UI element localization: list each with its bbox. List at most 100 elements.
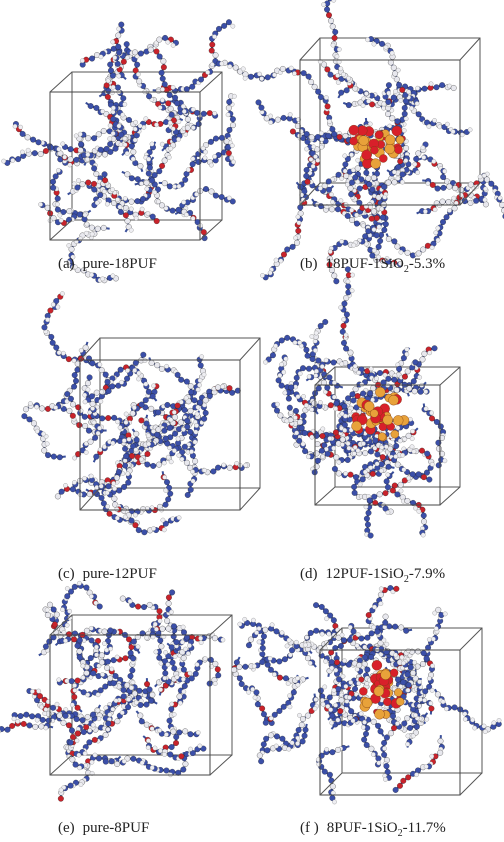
- atom: [156, 462, 162, 468]
- atom: [315, 441, 321, 447]
- atom: [356, 448, 360, 452]
- atom: [103, 372, 109, 378]
- caption-text: 12PUF-1SiO: [326, 566, 405, 582]
- atom: [348, 176, 352, 180]
- atom: [53, 405, 57, 409]
- atom: [180, 457, 184, 461]
- atom: [59, 489, 65, 495]
- atom: [333, 407, 337, 411]
- atom: [284, 247, 290, 253]
- atom: [164, 364, 168, 368]
- atom: [321, 427, 325, 431]
- atom: [117, 74, 121, 78]
- atom: [299, 425, 305, 431]
- atom: [352, 451, 356, 455]
- atom: [159, 366, 165, 372]
- atom: [333, 430, 339, 436]
- atom: [344, 88, 350, 94]
- atom: [213, 136, 219, 142]
- atom: [424, 407, 428, 411]
- atom: [330, 200, 334, 204]
- atom: [334, 401, 340, 407]
- atom: [154, 123, 158, 127]
- atom: [327, 119, 331, 123]
- atom: [60, 142, 64, 146]
- atom: [177, 184, 181, 188]
- atom: [123, 102, 127, 106]
- atom: [212, 154, 216, 158]
- atom: [319, 131, 323, 135]
- atom: [193, 440, 197, 444]
- atom: [162, 180, 168, 186]
- atom: [366, 182, 372, 188]
- atom: [322, 319, 328, 325]
- atom: [126, 117, 132, 123]
- atom: [346, 102, 352, 108]
- atom: [85, 380, 91, 386]
- atom: [78, 147, 84, 153]
- atom: [123, 136, 127, 140]
- atom: [405, 352, 409, 356]
- atom: [73, 378, 79, 384]
- atom: [227, 196, 231, 200]
- atom: [146, 157, 150, 161]
- atom: [270, 352, 276, 358]
- atom: [141, 352, 147, 358]
- atom: [301, 413, 307, 419]
- atom: [72, 480, 76, 484]
- atom: [350, 391, 356, 397]
- atom: [498, 196, 502, 200]
- atom: [386, 236, 392, 242]
- caption-text: pure-12PUF: [83, 566, 157, 582]
- atom: [394, 454, 398, 458]
- atom: [230, 116, 236, 122]
- atom: [337, 460, 341, 464]
- atom: [380, 207, 384, 211]
- atom: [26, 148, 30, 152]
- atom: [416, 471, 422, 477]
- atom: [344, 333, 348, 337]
- atom: [101, 225, 107, 231]
- atom: [226, 19, 232, 25]
- atoms: [22, 291, 250, 535]
- atom: [36, 139, 42, 145]
- atom: [409, 106, 413, 110]
- atom: [114, 475, 120, 481]
- atom: [320, 137, 324, 141]
- atom: [434, 84, 440, 90]
- atom: [107, 62, 113, 68]
- atom: [228, 64, 232, 68]
- atom: [283, 391, 287, 395]
- atom: [198, 363, 204, 369]
- atom: [145, 187, 149, 191]
- atom: [296, 394, 300, 398]
- atom: [115, 33, 121, 39]
- atom: [185, 492, 191, 498]
- atom: [350, 288, 354, 292]
- atom: [55, 494, 61, 500]
- atom: [98, 362, 102, 366]
- atom: [111, 441, 115, 445]
- atom: [276, 378, 282, 384]
- atom: [190, 470, 194, 474]
- atom: [380, 454, 386, 460]
- atom: [57, 350, 61, 354]
- atom: [383, 221, 389, 227]
- atom: [215, 465, 221, 471]
- atom: [83, 400, 87, 404]
- atom: [315, 458, 321, 464]
- atom: [99, 416, 105, 422]
- atom: [422, 351, 428, 357]
- atom: [68, 146, 74, 152]
- simulation-panel: (d)12PUF-1SiO2-7.9%: [263, 266, 460, 585]
- atom: [166, 40, 170, 44]
- atom: [326, 179, 332, 185]
- atom: [101, 128, 107, 134]
- atom: [329, 192, 333, 196]
- atom: [279, 338, 285, 344]
- atom: [301, 442, 305, 446]
- atom: [229, 156, 233, 160]
- atom: [182, 407, 188, 413]
- atom: [337, 47, 341, 51]
- atom: [23, 406, 29, 412]
